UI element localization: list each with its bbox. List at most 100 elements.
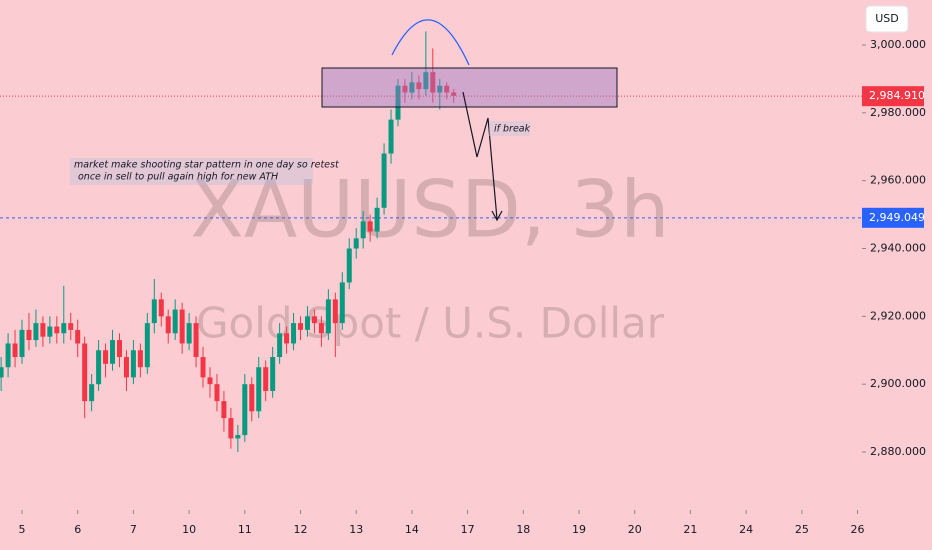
candle-body	[298, 323, 304, 330]
candle-body	[186, 323, 192, 344]
candle-body	[381, 153, 387, 208]
resistance-zone	[321, 67, 618, 108]
candle-body	[228, 418, 234, 439]
annotation: once in sell to pull again high for new …	[78, 172, 278, 183]
candle-body	[332, 299, 338, 324]
candle-body	[123, 357, 129, 378]
candle-body	[130, 350, 136, 378]
candle-body	[151, 299, 157, 324]
x-tick-label: 20	[628, 523, 642, 536]
candle-body	[61, 323, 67, 334]
x-tick-label: 11	[238, 523, 252, 536]
candle-body	[103, 350, 109, 364]
y-tick-label: 2,880.000	[870, 445, 926, 458]
x-tick-label: 10	[182, 523, 196, 536]
candle-body	[395, 85, 401, 120]
x-tick-label: 5	[19, 523, 26, 536]
annotation: market make shooting star pattern in one…	[74, 160, 340, 171]
candle-body	[437, 85, 443, 93]
x-tick-label: 21	[683, 523, 697, 536]
candle-body	[214, 384, 220, 402]
candle-body	[179, 309, 185, 344]
candle-body	[402, 85, 408, 93]
candle-body	[5, 343, 11, 368]
candle-body	[19, 329, 25, 358]
x-tick-label: 6	[74, 523, 81, 536]
candle-body	[193, 323, 199, 358]
candle-body	[367, 221, 373, 232]
candle-body	[388, 119, 394, 154]
y-tick-label: 2,960.000	[870, 174, 926, 187]
price-label: 2,984.910	[869, 89, 925, 102]
candle-body	[40, 323, 46, 337]
currency[interactable]: USD	[875, 12, 899, 25]
watermark-subtitle: Gold Spot / U.S. Dollar	[196, 299, 665, 348]
candle-body	[270, 357, 276, 391]
currency-button[interactable]	[865, 5, 909, 33]
annotation-box	[70, 158, 313, 185]
price-label-box	[862, 86, 924, 107]
candle-body	[311, 316, 317, 324]
candle-body	[360, 221, 366, 239]
watermark-title: XAUUSD, 3h	[190, 165, 669, 255]
candle-body	[339, 282, 345, 324]
candle-body	[291, 323, 297, 344]
candle-body	[256, 367, 262, 412]
x-tick-label: 18	[516, 523, 530, 536]
candle-body	[416, 82, 422, 90]
candle-body	[26, 329, 32, 341]
candle-body	[96, 350, 102, 385]
candle-body	[82, 343, 88, 402]
x-tick-label: 17	[461, 523, 475, 536]
y-tick-label: 2,940.000	[870, 242, 926, 255]
candle-body	[89, 384, 95, 402]
price-label-box	[862, 207, 924, 228]
arc	[391, 19, 470, 66]
candle-body	[444, 85, 450, 93]
candle-body	[284, 333, 290, 344]
x-tick-label: 14	[405, 523, 419, 536]
y-tick-label: 2,900.000	[870, 377, 926, 390]
y-tick-label: 2,980.000	[870, 106, 926, 119]
candle-body	[12, 343, 18, 358]
y-tick-label: 2,920.000	[870, 309, 926, 322]
x-tick-label: 7	[130, 523, 137, 536]
candle-body	[110, 340, 116, 364]
x-tick-label: 24	[739, 523, 753, 536]
x-tick-label: 13	[349, 523, 363, 536]
price-axis	[862, 0, 932, 550]
candle-body	[137, 350, 143, 368]
candle-body	[158, 299, 164, 317]
axes: 2,880.000 2,900.000 2,920.000 2,940.000 2,96…	[19, 38, 926, 536]
x-tick-label: 26	[851, 523, 865, 536]
y-tick-label: 3,000.000	[870, 38, 926, 51]
candle-body	[221, 401, 227, 419]
plot	[0, 31, 862, 453]
candle-body	[423, 72, 429, 90]
candle-body	[353, 238, 359, 249]
candle-body	[451, 92, 457, 96]
candle-body	[172, 309, 178, 334]
price-label: 2,949.049	[869, 211, 925, 224]
candle-body	[165, 316, 171, 334]
candle-body	[409, 82, 415, 93]
x-tick-label: 25	[795, 523, 809, 536]
candle-body	[68, 323, 74, 330]
candle-body	[374, 207, 380, 232]
candle-body	[325, 299, 331, 334]
candle-body	[54, 326, 60, 334]
candle-body	[116, 340, 122, 358]
candle-body	[318, 323, 324, 334]
annotation-box	[489, 121, 530, 136]
candle-body	[144, 323, 150, 368]
candle-body	[235, 435, 241, 439]
candle-body	[346, 248, 352, 283]
candle-body	[242, 384, 248, 436]
candle-body	[33, 323, 39, 341]
candle-body	[277, 333, 283, 358]
candle-body	[263, 367, 269, 391]
zigzag-arrow	[462, 91, 503, 222]
candle-body	[304, 316, 310, 330]
